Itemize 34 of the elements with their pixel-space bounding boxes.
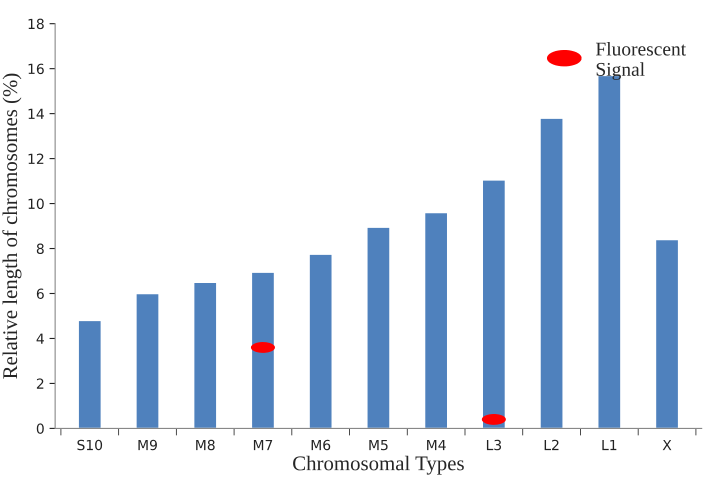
y-axis-title: Relative length of chromosomes (%) <box>2 74 22 379</box>
x-tick-label: L3 <box>486 440 502 450</box>
bar <box>424 212 448 428</box>
bar <box>539 117 564 428</box>
y-tick-label: 6 <box>36 288 44 299</box>
y-tick-label: 18 <box>28 18 44 30</box>
bar <box>192 282 218 428</box>
y-tick-label: 4 <box>36 334 44 344</box>
bar <box>308 253 333 428</box>
y-tick-label: 8 <box>36 243 44 254</box>
bar <box>366 226 391 428</box>
x-tick-label: M8 <box>196 440 215 450</box>
legend-label: Fluorescent Signal <box>596 42 686 80</box>
x-tick-label: L1 <box>602 440 616 450</box>
bar <box>78 320 102 428</box>
y-tick-label: 12 <box>28 154 44 164</box>
x-axis-title: Chromosomal Types <box>293 456 464 475</box>
x-tick-label: S10 <box>77 440 102 450</box>
x-tick-label: X <box>662 440 672 450</box>
y-tick-label: 10 <box>28 198 44 210</box>
x-tick-label: M9 <box>138 440 157 450</box>
y-tick-label: 2 <box>36 378 44 389</box>
y-tick-label: 16 <box>28 64 44 74</box>
y-tick-label: 14 <box>28 108 44 119</box>
x-tick-label: M7 <box>254 440 272 450</box>
x-tick-label: M4 <box>427 440 446 450</box>
bar <box>135 292 160 428</box>
bar <box>482 179 506 428</box>
x-tick-label: M5 <box>369 440 388 450</box>
y-tick-label: 0 <box>36 423 44 434</box>
x-tick-label: M6 <box>312 440 330 450</box>
x-tick-label: L2 <box>544 440 558 450</box>
bar <box>654 238 680 428</box>
bar <box>250 271 276 428</box>
